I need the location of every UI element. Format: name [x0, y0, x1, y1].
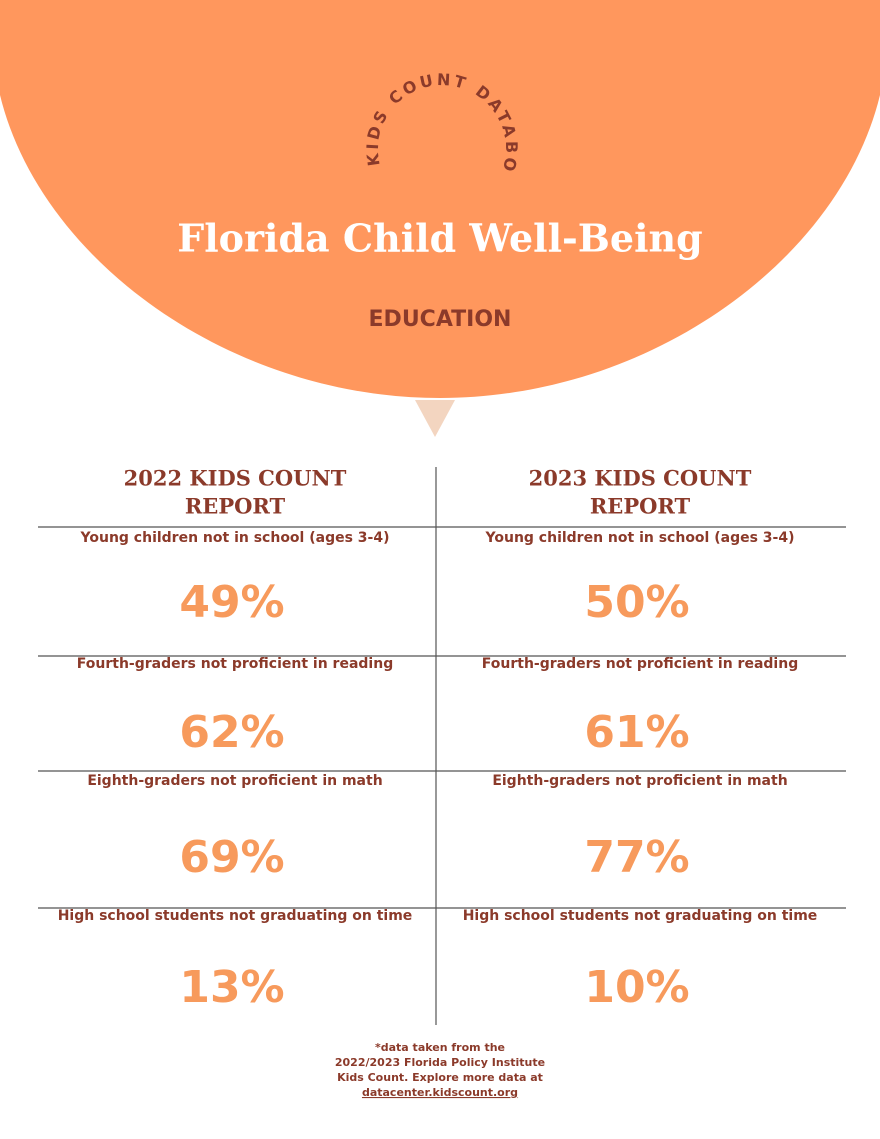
footer-line: *data taken from the — [375, 1041, 505, 1054]
row-label: Eighth-graders not proficient in math — [492, 773, 787, 789]
row-label: Eighth-graders not proficient in math — [87, 773, 382, 789]
row-value: 61% — [584, 707, 689, 758]
pointer — [415, 400, 455, 437]
footer-line: 2022/2023 Florida Policy Institute — [335, 1056, 545, 1069]
row-label: Young children not in school (ages 3-4) — [485, 530, 795, 546]
columns: 2022 KIDS COUNT REPORT Young children not … — [38, 466, 846, 1013]
row-value: 50% — [584, 577, 689, 628]
row-label: Fourth-graders not proficient in reading — [77, 656, 393, 672]
column-heading: REPORT — [590, 494, 691, 519]
row-value: 49% — [179, 577, 284, 628]
row-value: 13% — [179, 962, 284, 1013]
column-heading: REPORT — [185, 494, 286, 519]
row-value: 10% — [584, 962, 689, 1013]
row-value: 77% — [584, 832, 689, 883]
row-label: High school students not graduating on t… — [58, 908, 413, 924]
title: Florida Child Well-Being — [177, 216, 703, 261]
row-label: Young children not in school (ages 3-4) — [80, 530, 390, 546]
footer: *data taken from the 2022/2023 Florida Po… — [335, 1041, 545, 1099]
column-heading: 2023 KIDS COUNT — [529, 466, 752, 491]
row-label: Fourth-graders not proficient in reading — [482, 656, 798, 672]
subtitle: EDUCATION — [369, 307, 512, 332]
footer-line: Kids Count. Explore more data at — [337, 1071, 543, 1084]
header-shape — [0, 0, 880, 398]
row-value: 62% — [179, 707, 284, 758]
row-label: High school students not graduating on t… — [463, 908, 818, 924]
source-link[interactable]: datacenter.kidscount.org — [362, 1086, 518, 1099]
row-value: 69% — [179, 832, 284, 883]
column-heading: 2022 KIDS COUNT — [124, 466, 347, 491]
